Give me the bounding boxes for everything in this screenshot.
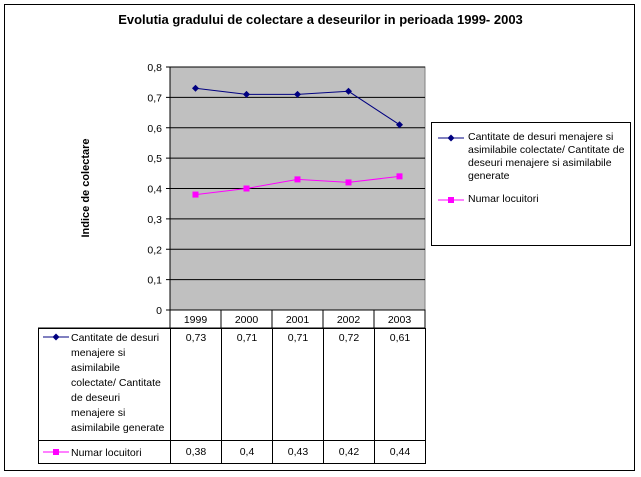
table-cell: 0,4 — [221, 440, 273, 464]
x-tick-label: 2002 — [337, 314, 361, 326]
table-label-text-series-1: Cantitate de desuri menajere si asimilab… — [71, 332, 165, 434]
data-point — [396, 173, 403, 180]
legend-label-series-2: Numar locuitori — [468, 193, 539, 205]
data-point — [345, 179, 352, 186]
x-tick-label: 2001 — [286, 314, 310, 326]
data-point — [345, 87, 352, 95]
y-tick-label: 0,1 — [147, 275, 162, 287]
chart-title: Evolutia gradului de colectare a deseuri… — [118, 12, 523, 27]
data-point — [396, 121, 403, 129]
data-point — [294, 90, 301, 98]
data-point — [243, 90, 250, 98]
data-point — [243, 185, 250, 192]
table-cell: 0,42 — [323, 440, 375, 464]
y-tick-label: 0 — [156, 305, 162, 317]
y-tick-label: 0,7 — [147, 92, 162, 104]
legend-label-series-1: Cantitate de desuri menajere si asimilab… — [468, 131, 625, 182]
data-point — [294, 176, 301, 183]
table-cell: 0,61 — [374, 328, 426, 441]
y-tick-label: 0,2 — [147, 244, 162, 256]
y-tick-label: 0,4 — [147, 184, 162, 196]
legend: Cantitate de desuri menajere si asimilab… — [431, 122, 631, 246]
data-point — [192, 84, 199, 92]
y-tick-label: 0,3 — [147, 214, 162, 226]
x-tick-label: 2003 — [388, 314, 412, 326]
data-point — [192, 191, 199, 198]
table-row-label-series-2: Numar locuitori — [38, 440, 171, 464]
table-cell: 0,71 — [221, 328, 273, 441]
table-row-label-series-1: Cantitate de desuri menajere si asimilab… — [38, 328, 171, 441]
y-tick-label: 0,8 — [147, 62, 162, 74]
table-cell: 0,44 — [374, 440, 426, 464]
legend-diamond-marker-icon — [438, 134, 464, 142]
x-tick-label: 2000 — [235, 314, 259, 326]
x-tick-label: 1999 — [184, 314, 208, 326]
y-tick-label: 0,6 — [147, 123, 162, 135]
table-diamond-marker-icon — [43, 333, 69, 341]
table-cell: 0,72 — [323, 328, 375, 441]
table-cell: 0,71 — [272, 328, 324, 441]
table-cell: 0,38 — [170, 440, 222, 464]
data-table: Cantitate de desuri menajere si asimilab… — [38, 328, 426, 464]
table-cell: 0,73 — [170, 328, 222, 441]
table-row-series-1: Cantitate de desuri menajere si asimilab… — [38, 328, 426, 441]
table-label-text-series-2: Numar locuitori — [71, 447, 142, 459]
legend-square-marker-icon — [438, 197, 464, 203]
y-tick-label: 0,5 — [147, 153, 162, 165]
table-square-marker-icon — [43, 449, 69, 455]
table-cell: 0,43 — [272, 440, 324, 464]
table-row-series-2: Numar locuitori 0,38 0,4 0,43 0,42 0,44 — [38, 440, 426, 464]
